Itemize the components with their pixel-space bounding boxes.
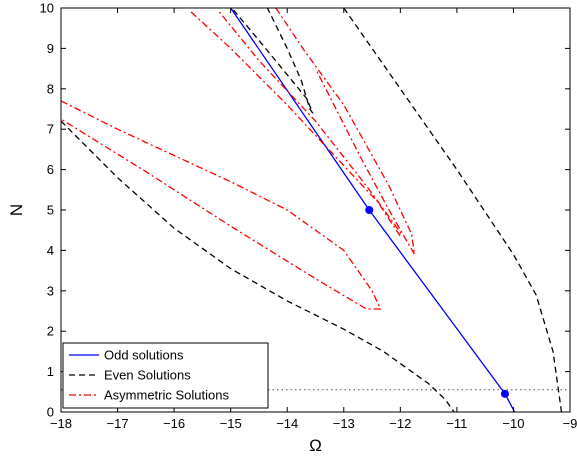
axis-ticks: −18 −17 −16 −15 −14 −13 −12 −11 −10 −9 0 1 2 3 4 5 6 7 8 9 1… bbox=[40, 1, 577, 432]
x-tick-label: −10 bbox=[502, 416, 524, 431]
x-tick-label: −13 bbox=[333, 416, 355, 431]
y-tick-label: 6 bbox=[47, 162, 54, 177]
solution-marker-0 bbox=[365, 206, 374, 214]
y-tick-label: 8 bbox=[47, 81, 54, 96]
legend-box bbox=[62, 342, 269, 409]
x-tick-label: −9 bbox=[563, 416, 577, 431]
series-line-dashed-1 bbox=[61, 120, 455, 412]
legend-label: Asymmetric Solutions bbox=[104, 388, 229, 403]
y-tick-label: 10 bbox=[40, 1, 54, 16]
series-line-dashed-2 bbox=[233, 8, 314, 114]
x-tick-label: −12 bbox=[389, 416, 411, 431]
series-line-solid-0 bbox=[230, 8, 516, 412]
legend: Odd solutions Even Solutions Asymmetric So… bbox=[62, 342, 269, 409]
x-tick-label: −16 bbox=[163, 416, 185, 431]
y-tick-label: 4 bbox=[47, 243, 54, 258]
legend-label: Odd solutions bbox=[104, 348, 184, 363]
series-line-dashdot-5 bbox=[190, 11, 401, 237]
y-tick-label: 9 bbox=[47, 41, 54, 56]
series-line-dashdot-4 bbox=[61, 100, 382, 310]
solution-marker-1 bbox=[500, 389, 509, 398]
series-line-dashed-3 bbox=[343, 8, 563, 412]
legend-label: Even Solutions bbox=[104, 368, 191, 383]
x-tick-label: −18 bbox=[50, 416, 72, 431]
x-tick-label: −15 bbox=[220, 416, 242, 431]
y-axis-label: N bbox=[7, 204, 26, 216]
x-tick-label: −17 bbox=[107, 416, 129, 431]
series-line-dashdot-6 bbox=[275, 8, 416, 256]
y-tick-label: 3 bbox=[47, 283, 54, 298]
x-tick-label: −11 bbox=[446, 416, 467, 431]
x-tick-label: −14 bbox=[276, 416, 298, 431]
y-tick-label: 2 bbox=[47, 324, 54, 339]
y-tick-label: 7 bbox=[47, 122, 54, 137]
y-tick-label: 0 bbox=[47, 405, 54, 420]
y-tick-label: 5 bbox=[47, 203, 54, 218]
data-marks bbox=[61, 8, 570, 412]
y-tick-label: 1 bbox=[47, 364, 54, 379]
x-axis-label: Ω bbox=[309, 436, 322, 455]
